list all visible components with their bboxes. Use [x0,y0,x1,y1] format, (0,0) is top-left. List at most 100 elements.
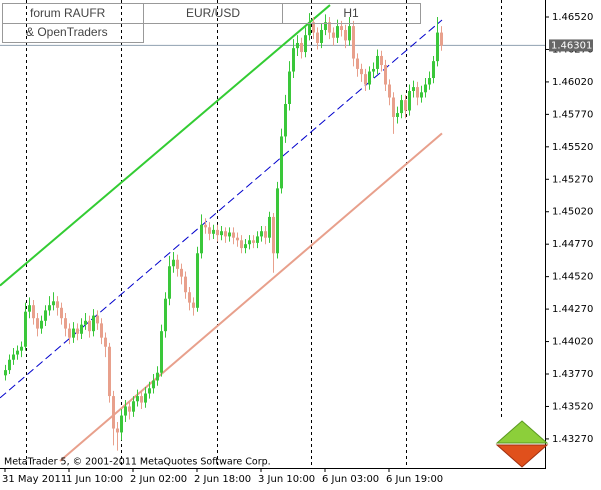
candle-body [124,406,127,416]
trade-arrows [495,420,549,468]
candle-body [412,87,415,92]
current-price-box [549,39,593,52]
candle-body [76,328,79,334]
candle-body [344,29,347,41]
x-tick-label: 31 May 2011 [2,474,67,485]
candle-body [64,318,67,329]
header-box [282,3,421,24]
candle-body [408,91,411,111]
candle-body [20,346,23,351]
candle-body [128,406,131,412]
candle-body [264,231,267,238]
y-tick-label: 1.46020 [552,77,593,88]
candle-body [28,305,31,312]
candle-body [432,61,435,79]
candle-body [120,415,123,433]
y-tick-label: 1.43520 [552,401,593,412]
candle-body [160,331,163,373]
candle-body [48,305,51,311]
candle-body [56,301,59,308]
plot-area [0,4,546,462]
candle-body [116,428,119,433]
candle-body [172,259,175,267]
candle-body [400,100,403,114]
candle-body [384,65,387,85]
y-tick-label: 1.45020 [552,207,593,218]
y-tick-label: 1.44020 [552,337,593,348]
candle-body [108,346,111,397]
candle-body [416,87,419,98]
candle-body [320,29,323,43]
candle-body [224,231,227,237]
candle-body [136,396,139,402]
y-tick-label: 1.43270 [552,434,593,445]
candle-body [8,359,11,371]
candle-body [236,237,239,241]
candle-body [4,370,7,376]
header-box [2,23,144,43]
candle-body [392,97,395,117]
candle-body [316,32,319,43]
candle-body [428,78,431,85]
candle-body [96,315,99,324]
candle-body [196,253,199,308]
overlay: forum RAUFR & OpenTraders EUR/USD H1 Met… [2,3,549,468]
candle-body [276,188,279,254]
candle-body [436,32,439,62]
candle-body [16,350,19,355]
candle-body [308,22,311,36]
candle-body [228,232,231,237]
y-tick-label: 1.45520 [552,142,593,153]
header-text: EUR/USD [186,6,240,20]
candle-body [396,113,399,117]
candle-body [300,42,303,53]
candle-body [340,26,343,30]
candle-body [168,266,171,299]
candle-body [368,71,371,85]
candle-body [176,259,179,269]
y-tick-label: 1.44520 [552,272,593,283]
x-tick-label: 2 Jun 18:00 [194,474,251,485]
candle-body [200,224,203,254]
y-tick-label: 1.44770 [552,239,593,250]
candle-body [232,232,235,238]
candle-body [104,337,107,347]
candle-body [420,92,423,98]
candle-body [324,22,327,30]
candle-body [140,396,143,403]
candle-body [148,388,151,394]
candle-body [72,328,75,338]
candle-body [240,240,243,249]
candle-body [348,26,351,41]
candle-body [12,354,15,360]
candle-body [336,26,339,38]
candle-body [216,229,219,236]
y-tick-label: 1.46520 [552,12,593,23]
candle-body [360,68,363,75]
candle-body [280,136,283,189]
candle-body [248,240,251,245]
candle-body [380,55,383,66]
current-price-label: 1.46301 [551,40,592,51]
candle-body [296,42,299,49]
candle-body [32,305,35,319]
candle-body [260,231,263,237]
candle-body [88,320,91,332]
candle-body [204,224,207,228]
candle-body [312,22,315,33]
trend-line [0,4,331,287]
candle-body [36,318,39,329]
candle-body [244,244,247,249]
trend-line [59,132,443,462]
candle-body [364,74,367,85]
candle-body [220,231,223,236]
candle-body [256,236,259,243]
candle-body [352,26,355,59]
copyright: MetaTrader 5, © 2001-2011 MetaQuotes Sof… [4,457,271,468]
candle-body [284,103,287,137]
candle-body [92,315,95,332]
candle-body [292,48,295,72]
candle-body [208,227,211,234]
candle-body [272,216,275,254]
candle-body [332,32,335,38]
